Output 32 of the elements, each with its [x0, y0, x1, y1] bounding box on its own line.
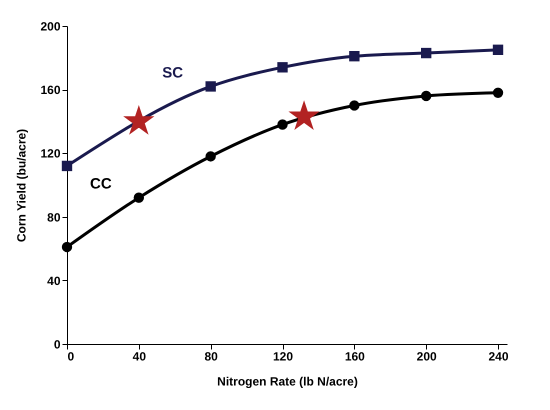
point — [421, 90, 432, 102]
point — [349, 100, 360, 111]
x-tick-label: 0 — [68, 350, 74, 364]
point — [421, 48, 432, 58]
y-tick-label: 0 — [54, 338, 61, 352]
point — [277, 119, 288, 130]
point — [277, 62, 288, 73]
x-tick-label: 160 — [344, 350, 366, 364]
series-label: SC — [162, 64, 184, 82]
x-tick-label: 120 — [272, 350, 294, 364]
point — [205, 151, 216, 162]
point — [134, 192, 144, 203]
x-tick-label: 80 — [204, 350, 218, 364]
x-tick-label: 240 — [488, 350, 509, 364]
x-axis-title: Nitrogen Rate (lb N/acre) — [217, 374, 358, 388]
y-tick-label: 200 — [40, 20, 61, 34]
y-tick-label: 80 — [47, 210, 61, 224]
y-tick-label: 160 — [40, 83, 61, 98]
point — [125, 107, 152, 134]
y-axis-title: Corn Yield (bu/acre) — [14, 128, 28, 242]
x-tick-label: 200 — [416, 350, 438, 364]
point — [205, 81, 216, 92]
point — [62, 242, 72, 252]
point — [492, 44, 504, 56]
point — [290, 102, 318, 128]
point — [349, 51, 360, 62]
y-tick-label: 120 — [40, 146, 61, 161]
series-label: CC — [90, 176, 112, 193]
point — [492, 88, 504, 98]
point — [62, 160, 72, 172]
x-tick-label: 40 — [132, 350, 146, 364]
y-tick-label: 40 — [47, 274, 61, 288]
